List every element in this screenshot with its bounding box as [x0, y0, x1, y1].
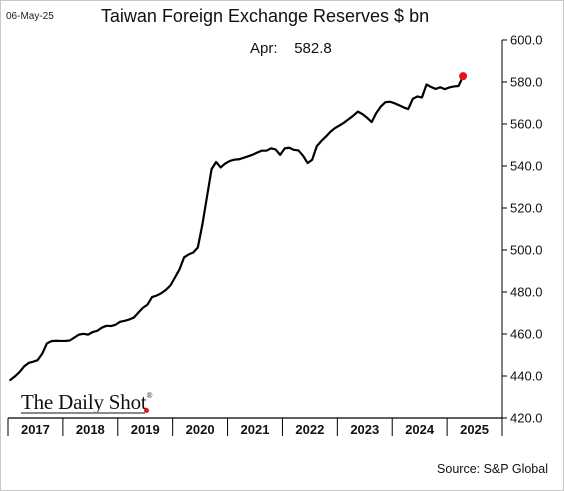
y-tick-label-3: 480.0: [510, 285, 543, 300]
x-year-label-2021: 2021: [241, 422, 270, 437]
series-line-0: [9, 75, 465, 382]
logo-underline: [21, 412, 145, 414]
logo-text: The Daily Shot: [21, 390, 147, 414]
x-year-label-2023: 2023: [350, 422, 379, 437]
annotation-value: 582.8: [294, 40, 332, 57]
date-label: 06-May-25: [6, 11, 54, 22]
y-tick-label-1: 440.0: [510, 369, 543, 384]
y-tick-label-0: 420.0: [510, 411, 543, 426]
daily-shot-logo: The Daily Shot®: [21, 390, 153, 415]
x-year-label-2022: 2022: [295, 422, 324, 437]
annotation-label: Apr:: [250, 40, 278, 57]
registered-mark: ®: [146, 391, 153, 400]
y-tick-label-5: 520.0: [510, 201, 543, 216]
x-year-label-2018: 2018: [76, 422, 105, 437]
y-tick-label-4: 500.0: [510, 243, 543, 258]
logo-dot-icon: [144, 408, 149, 413]
y-tick-label-2: 460.0: [510, 327, 543, 342]
latest-point-marker: [459, 72, 468, 81]
x-year-label-2017: 2017: [21, 422, 50, 437]
x-year-label-2024: 2024: [405, 422, 435, 437]
y-tick-label-8: 580.0: [510, 75, 543, 90]
source-note: Source: S&P Global: [437, 462, 548, 476]
y-tick-label-6: 540.0: [510, 159, 543, 174]
x-year-label-2025: 2025: [460, 422, 489, 437]
y-tick-label-7: 560.0: [510, 117, 543, 132]
latest-value-annotation: Apr: 582.8: [250, 40, 332, 57]
chart-title: Taiwan Foreign Exchange Reserves $ bn: [100, 6, 430, 26]
y-tick-label-9: 600.0: [510, 33, 543, 48]
x-year-label-2020: 2020: [186, 422, 215, 437]
x-year-label-2019: 2019: [131, 422, 160, 437]
